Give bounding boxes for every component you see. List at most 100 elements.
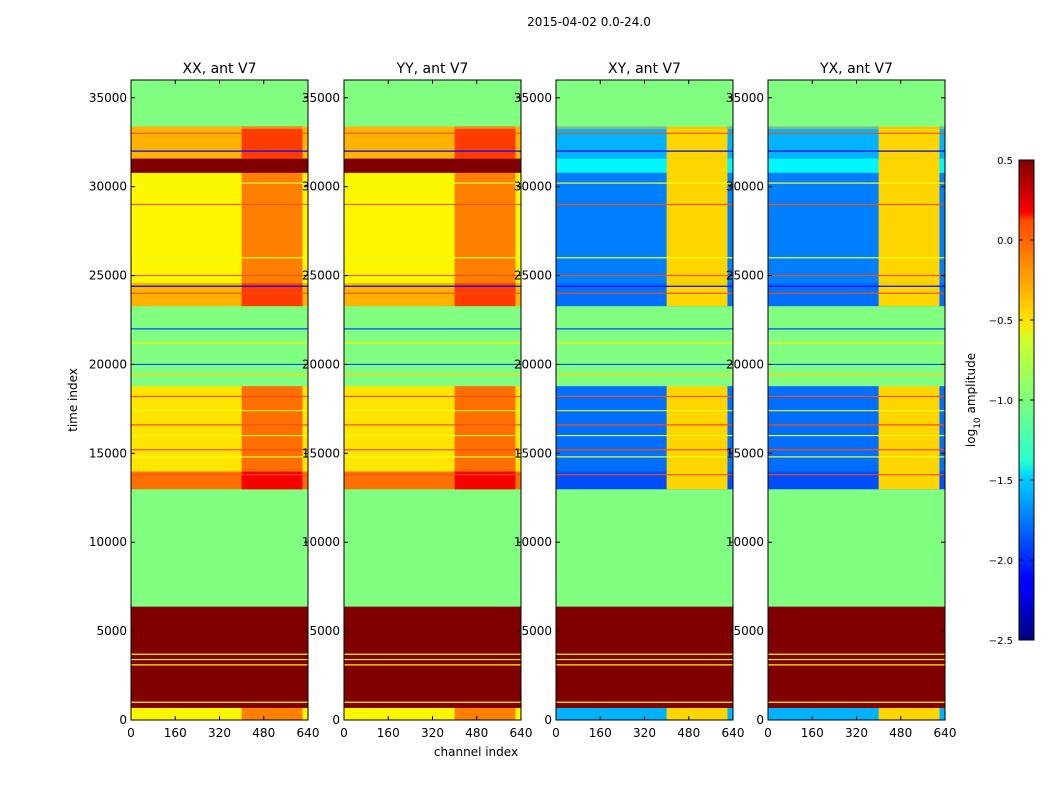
heatmap-cell (131, 606, 308, 708)
heatmap-cell (556, 488, 733, 607)
heatmap-band-cell (241, 707, 303, 721)
y-tick-label: 0 (119, 713, 127, 727)
panel-3: XY, ant V7 0 160 320 480 640 0 5000 10000 15000 20… (514, 61, 745, 740)
x-tick-label: 640 (722, 726, 745, 740)
heatmap-band-cell (454, 282, 516, 307)
colorbar: 0.5 0.0 −0.5 −1.0 −1.5 −2.0 −2.5 log10 amplitu… (964, 156, 1035, 647)
y-tick-label: 20000 (514, 357, 552, 371)
x-tick-label: 160 (589, 726, 612, 740)
panel-title: XX, ant V7 (183, 61, 257, 77)
heatmap-band-cell (241, 282, 303, 307)
x-tick-label: 640 (510, 726, 533, 740)
y-tick-label: 25000 (89, 269, 127, 283)
y-tick-label: 0 (332, 713, 340, 727)
x-tick-label: 640 (934, 726, 957, 740)
heatmap-cell (768, 305, 945, 387)
heatmap-cell (768, 488, 945, 607)
heatmap-cell (344, 80, 521, 127)
colorbar-tick-label: −0.5 (989, 316, 1013, 327)
colorbar-label-prefix: log (964, 429, 978, 447)
heatmap-cell (556, 305, 733, 387)
x-tick-label: 0 (340, 726, 348, 740)
heatmap-cell (131, 488, 308, 607)
heatmap-band-cell (241, 385, 303, 472)
heatmap-band-cell (454, 126, 516, 159)
y-tick-label: 35000 (89, 91, 127, 105)
y-tick-label: 25000 (302, 269, 340, 283)
y-tick-label: 10000 (89, 535, 127, 549)
x-tick-label: 320 (421, 726, 444, 740)
heatmap-cell (768, 80, 945, 127)
y-tick-label: 15000 (514, 446, 552, 460)
heatmap-band-cell (241, 126, 303, 159)
y-tick-label: 5000 (733, 624, 764, 638)
heatmap-band-cell (666, 126, 728, 159)
y-tick-label: 10000 (302, 535, 340, 549)
x-tick-label: 640 (297, 726, 320, 740)
heatmap-band-cell (878, 385, 940, 472)
heatmap-cell (131, 158, 308, 173)
heatmap-cell (344, 488, 521, 607)
panel-title: YY, ant V7 (396, 61, 469, 77)
x-tick-label: 480 (889, 726, 912, 740)
panel-title: YX, ant V7 (819, 61, 893, 77)
colorbar-label-suffix: amplitude (964, 353, 978, 417)
figure-title: 2015-04-02 0.0-24.0 (527, 15, 651, 29)
x-tick-label: 480 (252, 726, 275, 740)
heatmap-cell (768, 606, 945, 708)
heatmap-band-cell (454, 385, 516, 472)
y-tick-label: 30000 (514, 180, 552, 194)
y-tick-label: 25000 (726, 269, 764, 283)
y-tick-label: 25000 (514, 269, 552, 283)
y-tick-label: 30000 (89, 180, 127, 194)
y-tick-label: 20000 (726, 357, 764, 371)
heatmap-band-cell (454, 172, 516, 284)
y-tick-label: 0 (544, 713, 552, 727)
x-tick-label: 320 (845, 726, 868, 740)
heatmap-band-cell (666, 385, 728, 472)
heatmap-cell (344, 606, 521, 708)
x-axis-label: channel index (434, 745, 518, 759)
heatmap-band-cell (666, 158, 728, 173)
colorbar-label-subscript: 10 (973, 417, 983, 429)
heatmap-band-cell (666, 707, 728, 721)
colorbar-tick-label: −2.0 (989, 556, 1013, 567)
heatmap-band-cell (878, 126, 940, 159)
y-tick-label: 15000 (302, 446, 340, 460)
colorbar-tick-label: −1.0 (989, 396, 1013, 407)
heatmap-band-cell (878, 282, 940, 307)
heatmap-band-cell (454, 471, 516, 490)
y-tick-label: 5000 (521, 624, 552, 638)
heatmap-band-cell (878, 172, 940, 284)
heatmap-cell (344, 305, 521, 387)
x-tick-label: 0 (127, 726, 135, 740)
heatmap-cell (556, 80, 733, 127)
colorbar-label: log10 amplitude (964, 353, 983, 447)
y-tick-label: 20000 (89, 357, 127, 371)
colorbar-ticks: 0.5 0.0 −0.5 −1.0 −1.5 −2.0 −2.5 (989, 156, 1034, 647)
heatmap-cell (131, 305, 308, 387)
y-tick-label: 10000 (514, 535, 552, 549)
panel-4: YX, ant V7 0 160 320 480 640 0 5000 10000 15000 20… (726, 61, 957, 740)
colorbar-tick-label: 0.5 (997, 156, 1013, 167)
x-tick-label: 320 (208, 726, 231, 740)
y-tick-label: 15000 (89, 446, 127, 460)
x-tick-label: 0 (552, 726, 560, 740)
y-tick-label: 35000 (726, 91, 764, 105)
heatmap-band-cell (878, 471, 940, 490)
heatmap-cell (344, 158, 521, 173)
x-tick-label: 320 (633, 726, 656, 740)
heatmap-band-cell (454, 707, 516, 721)
colorbar-tick-label: 0.0 (997, 236, 1013, 247)
y-tick-label: 35000 (514, 91, 552, 105)
x-tick-label: 480 (677, 726, 700, 740)
heatmap-band-cell (666, 471, 728, 490)
x-tick-label: 480 (465, 726, 488, 740)
heatmap-band-cell (241, 471, 303, 490)
x-tick-label: 160 (801, 726, 824, 740)
heatmap-cell (556, 606, 733, 708)
heatmap-band-cell (666, 172, 728, 284)
heatmap-band-cell (666, 282, 728, 307)
y-tick-label: 20000 (302, 357, 340, 371)
heatmap-band-cell (241, 172, 303, 284)
